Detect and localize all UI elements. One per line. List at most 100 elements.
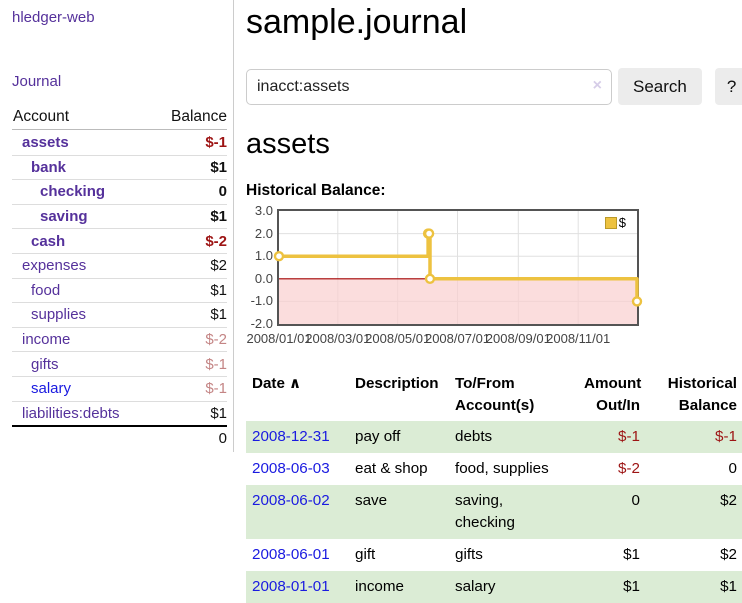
sidebar-account-link-liabilities-debts[interactable]: liabilities:debts	[22, 404, 120, 422]
account-balance: $-2	[205, 331, 227, 349]
accounts-cell: food, supplies	[455, 460, 549, 478]
amount-cell: $-2	[618, 460, 640, 478]
search-form: × Search ?	[246, 68, 742, 105]
sidebar-account-link-food[interactable]: food	[31, 281, 61, 299]
balance-cell: $2	[720, 492, 737, 510]
sidebar-account-link-checking[interactable]: checking	[40, 183, 106, 201]
account-heading: assets	[246, 128, 330, 160]
data-point-marker	[273, 251, 285, 262]
data-point-marker	[424, 273, 436, 285]
historical-balance-chart: 3.0 2.0 1.0 0.0 -1.0 -2.0 $2008/01/01 2008/03/0…	[246, 203, 666, 354]
x-axis-tick-label: 2008/01/01	[246, 331, 312, 346]
account-balance: $1	[210, 208, 227, 226]
description-cell: eat & shop	[355, 460, 428, 478]
account-row: saving $1	[12, 203, 227, 229]
help-button[interactable]: ?	[714, 68, 742, 105]
account-balance: $1	[210, 158, 227, 176]
account-row: supplies $1	[12, 302, 227, 327]
y-axis-tick-label: -1.0	[250, 293, 273, 309]
transaction-row: 2008-06-01 gift gifts $1 $2	[246, 539, 742, 571]
register-column-header: Historical Balance	[667, 375, 737, 415]
accounts-total-value: 0	[218, 429, 227, 447]
account-row: expenses $2	[12, 252, 227, 278]
balance-column-header: Balance	[170, 107, 227, 125]
account-row: salary $-1	[12, 375, 227, 401]
chart-legend: $	[602, 214, 628, 231]
transaction-date-link[interactable]: 2008-06-01	[252, 546, 330, 564]
accounts-table-header: Account Balance	[12, 107, 227, 130]
transaction-date-link[interactable]: 2008-06-02	[252, 492, 330, 510]
clear-search-icon[interactable]: ×	[592, 76, 602, 94]
account-balance: $-1	[205, 380, 227, 398]
account-balance: $-1	[205, 133, 227, 151]
y-axis-tick-label: 3.0	[254, 203, 273, 218]
date-cell: 2008-06-03	[246, 453, 349, 485]
sidebar-account-link-saving[interactable]: saving	[40, 208, 88, 226]
y-axis-tick-label: 1.0	[254, 248, 273, 264]
x-axis-tick-label: 2008/03/01	[305, 331, 371, 346]
balance-cell: $-1	[715, 428, 737, 446]
sidebar-account-link-cash[interactable]: cash	[31, 232, 66, 250]
sidebar: hledger-web Journal Account Balance asse…	[0, 0, 234, 452]
chart-title: Historical Balance:	[246, 182, 386, 199]
amount-cell: $1	[623, 578, 640, 596]
sidebar-account-link-expenses[interactable]: expenses	[22, 257, 87, 275]
y-axis-tick-label: 0.0	[254, 270, 273, 286]
sidebar-account-link-supplies[interactable]: supplies	[31, 306, 87, 324]
date-cell: 2008-06-01	[246, 539, 349, 571]
balance-cell: $2	[720, 546, 737, 564]
description-cell: gift	[355, 546, 376, 564]
x-axis-tick-label: 2008/05/01	[365, 331, 431, 346]
account-row: liabilities:debts $1	[12, 400, 227, 426]
account-balance: $-1	[205, 355, 227, 373]
transaction-date-link[interactable]: 2008-01-01	[252, 578, 330, 596]
register-column-header: To/From Account(s)	[455, 375, 535, 415]
register-column-header[interactable]: Date ∧	[252, 375, 302, 392]
register-column-header: Amount Out/In	[584, 375, 642, 415]
account-row: bank $1	[12, 154, 227, 180]
account-balance: $2	[210, 257, 227, 275]
sidebar-account-link-income[interactable]: income	[22, 331, 71, 349]
account-balance: $1	[210, 306, 227, 324]
account-row: checking 0	[12, 179, 227, 204]
search-button[interactable]: Search	[618, 68, 702, 105]
search-input[interactable]	[246, 68, 612, 105]
x-axis-tick-label: 2008/09/01	[485, 331, 551, 346]
register-column-header: Description	[355, 375, 439, 392]
sidebar-account-link-bank[interactable]: bank	[31, 158, 67, 176]
description-cell: pay off	[355, 428, 401, 446]
legend-series-label: $	[618, 215, 626, 230]
y-axis-tick-label: 2.0	[254, 225, 273, 241]
accounts-cell: gifts	[455, 546, 483, 564]
register-header-row: Date ∧ Description To/From Account(s) Amount O…	[246, 369, 742, 421]
sort-ascending-icon[interactable]: ∧	[288, 375, 302, 392]
transaction-date-link[interactable]: 2008-06-03	[252, 460, 330, 478]
app-title-link[interactable]: hledger-web	[12, 9, 95, 26]
account-column-header: Account	[13, 107, 70, 125]
legend-swatch-icon	[604, 216, 617, 229]
sidebar-item-journal[interactable]: Journal	[12, 73, 62, 90]
account-row: cash $-2	[12, 228, 227, 253]
transaction-row: 2008-01-01 income salary $1 $1	[246, 571, 742, 603]
register-table: Date ∧ Description To/From Account(s) Amount O…	[246, 369, 742, 603]
plot-area: $	[273, 209, 643, 326]
date-cell: 2008-06-02	[246, 485, 349, 539]
data-point-marker	[423, 228, 435, 239]
transaction-row: 2008-06-03 eat & shop food, supplies $-2 0	[246, 453, 742, 485]
account-row: income $-2	[12, 326, 227, 352]
accounts-cell: saving, checking	[455, 492, 515, 532]
sidebar-account-link-salary[interactable]: salary	[31, 380, 72, 398]
data-point-marker	[631, 296, 643, 307]
sidebar-account-link-gifts[interactable]: gifts	[31, 355, 59, 373]
date-cell: 2008-12-31	[246, 421, 349, 453]
sidebar-account-link-assets[interactable]: assets	[22, 133, 69, 151]
amount-cell: $1	[623, 546, 640, 564]
account-balance: $1	[210, 404, 227, 422]
page-title: sample.journal	[246, 3, 468, 41]
account-row: assets $-1	[12, 130, 227, 155]
amount-cell: 0	[631, 492, 640, 510]
main-content: sample.journal × Search ? assets Histori…	[234, 0, 742, 603]
accounts-cell: salary	[455, 578, 496, 596]
transaction-date-link[interactable]: 2008-12-31	[252, 428, 330, 446]
accounts-total-row: 0	[12, 425, 227, 449]
